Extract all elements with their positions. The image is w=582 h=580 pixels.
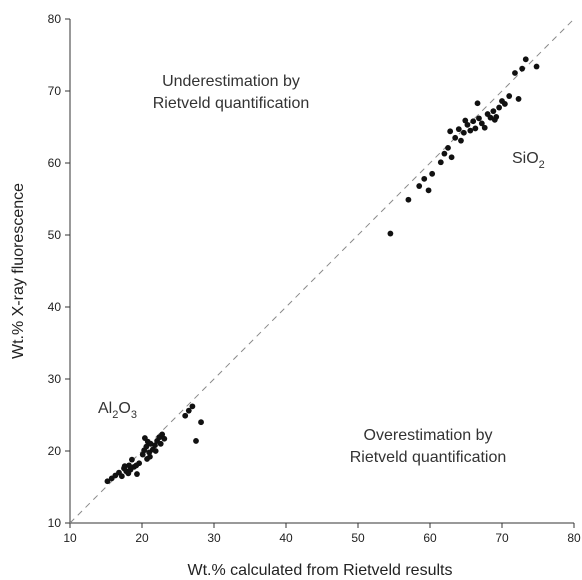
data-point <box>487 114 494 121</box>
al2o3-label: Al2O3 <box>98 400 137 421</box>
y-tick-label: 40 <box>48 300 62 314</box>
sio2-label: SiO2 <box>512 150 545 171</box>
data-point <box>447 128 454 135</box>
data-point <box>152 442 158 449</box>
y-tick-label: 30 <box>48 372 62 386</box>
y-tick-label: 60 <box>48 156 62 170</box>
al2o3-label-sub1: 2 <box>112 409 118 421</box>
axes <box>69 19 574 524</box>
data-point <box>512 70 518 76</box>
data-point <box>462 117 469 124</box>
data-point <box>478 120 485 127</box>
data-point <box>506 93 513 99</box>
data-point <box>491 116 498 123</box>
data-point <box>452 134 459 141</box>
data-point <box>441 150 448 157</box>
data-point <box>481 124 488 131</box>
x-tick-label: 60 <box>423 531 437 545</box>
data-point <box>470 118 477 125</box>
data-point <box>161 435 168 442</box>
data-point <box>416 183 423 189</box>
x-tick-label: 40 <box>279 531 293 545</box>
y-axis-title: Wt.% X-ray fluorescence <box>10 183 27 359</box>
overestimation-label-line1: Overestimation by <box>364 427 493 444</box>
data-point <box>421 175 428 182</box>
al2o3-label-sub2: 3 <box>131 409 137 421</box>
data-point <box>515 96 522 102</box>
data-point <box>445 144 451 151</box>
x-tick-label: 10 <box>63 531 77 545</box>
tick-labels: 10 20 30 40 50 60 70 80 10 20 30 40 50 60 70 80 <box>48 12 581 545</box>
data-point <box>129 456 135 463</box>
reference-line <box>69 18 575 524</box>
x-axis-title: Wt.% calculated from Rietveld results <box>188 562 453 579</box>
x-tick-label: 30 <box>207 531 221 545</box>
data-point <box>474 100 481 107</box>
data-point <box>429 170 436 177</box>
data-point <box>152 448 159 454</box>
x-tick-label: 70 <box>495 531 509 545</box>
al2o3-label-o: O <box>118 400 130 417</box>
data-point <box>458 137 464 144</box>
data-point <box>467 127 474 134</box>
data-point <box>104 478 111 485</box>
x-tick-label: 50 <box>351 531 365 545</box>
data-point <box>134 471 140 477</box>
data-point <box>185 407 192 414</box>
tick-marks <box>65 18 575 528</box>
sio2-label-subscript: 2 <box>539 159 545 171</box>
data-point <box>133 462 140 469</box>
data-point <box>143 443 150 450</box>
data-point <box>501 101 508 107</box>
y-tick-label: 10 <box>48 516 62 530</box>
data-point <box>448 154 455 161</box>
data-point <box>118 473 125 480</box>
data-point <box>127 466 134 473</box>
data-point <box>455 126 462 133</box>
y-tick-label: 80 <box>48 12 62 26</box>
data-point <box>182 412 189 419</box>
data-point <box>519 65 526 72</box>
data-point <box>405 196 412 203</box>
data-point <box>121 463 128 470</box>
data-point <box>189 403 196 410</box>
data-point <box>460 129 467 136</box>
data-point <box>157 440 164 447</box>
underestimation-label-line2: Rietveld quantification <box>153 95 310 112</box>
data-point <box>496 104 503 111</box>
underestimation-label-line1: Underestimation by <box>162 73 300 90</box>
data-point <box>425 187 432 194</box>
data-point <box>198 419 204 426</box>
overestimation-label-line2: Rietveld quantification <box>350 449 507 466</box>
sio2-label-main: SiO <box>512 150 539 167</box>
data-point <box>476 115 482 122</box>
x-tick-label: 80 <box>567 531 581 545</box>
y-tick-label: 70 <box>48 84 62 98</box>
data-points <box>104 56 540 485</box>
data-point <box>159 431 166 438</box>
data-point <box>522 56 529 63</box>
data-point <box>464 121 471 128</box>
data-point <box>144 456 150 462</box>
data-point <box>533 63 540 70</box>
data-point <box>490 108 497 115</box>
data-point <box>387 230 394 237</box>
data-point <box>193 438 199 444</box>
y-tick-label: 50 <box>48 228 62 242</box>
data-point <box>141 435 148 441</box>
y-tick-label: 20 <box>48 444 62 458</box>
al2o3-label-al: Al <box>98 400 112 417</box>
data-point <box>437 159 444 166</box>
x-tick-label: 20 <box>135 531 149 545</box>
data-point <box>472 125 479 132</box>
